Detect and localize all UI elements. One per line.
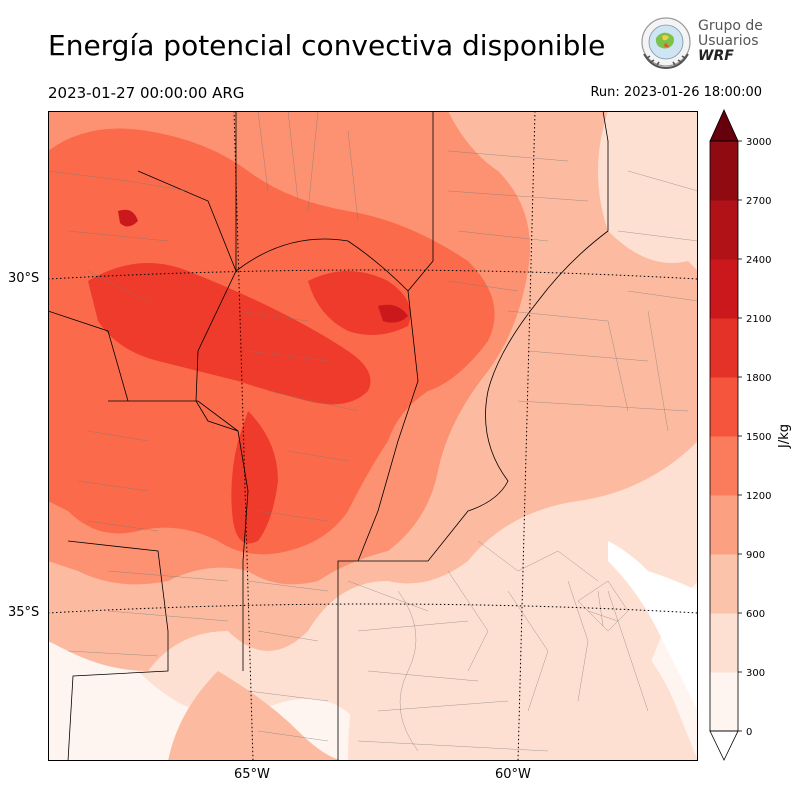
colorbar-tick-label: 1800 <box>746 373 771 384</box>
colorbar-segment <box>710 318 738 378</box>
lon-label-60w: 60°W <box>495 767 531 782</box>
cape-contour-1800-b <box>118 209 138 227</box>
lon-label-65w: 65°W <box>234 767 270 782</box>
rio-de-la-plata <box>608 541 698 711</box>
colorbar-segment <box>710 259 738 319</box>
cape-contour-1500-b <box>231 411 278 544</box>
logo-line-3: WRF <box>698 48 734 64</box>
colorbar-segment <box>710 672 738 732</box>
globe-seal-icon <box>641 17 691 70</box>
cape-contour-1800-a <box>378 304 408 323</box>
cape-contour-300-se <box>348 563 698 761</box>
lat-label-35s: 35°S <box>8 605 40 620</box>
cape-map <box>47 110 699 762</box>
lat-label-30s: 30°S <box>8 271 40 286</box>
wrf-users-logo: Grupo de Usuarios WRF <box>638 16 768 72</box>
map-border <box>48 111 698 761</box>
colorbar-extend-max <box>709 109 739 142</box>
colorbar-tick-label: 600 <box>746 609 765 620</box>
colorbar-tick-label: 900 <box>746 550 765 561</box>
cape-contour-1500-a <box>88 263 371 405</box>
graticule <box>47 110 699 762</box>
colorbar-tick-label: 2700 <box>746 196 771 207</box>
colorbar-tick-label: 2400 <box>746 255 771 266</box>
colorbar-segment <box>710 554 738 614</box>
province-boundaries <box>47 110 609 762</box>
colorbar-segment <box>710 377 738 437</box>
colorbar-canvas: 0 300 600 900 1200 1500 1800 2100 2400 2700 3000 J/… <box>709 109 792 761</box>
department-boundaries <box>47 110 699 752</box>
run-time: Run: 2023-01-26 18:00:00 <box>590 85 762 100</box>
colorbar-segment <box>710 613 738 673</box>
colorbar-extend-min <box>709 730 739 761</box>
colorbar: 0 300 600 900 1200 1500 1800 2100 2400 2700 3000 J/… <box>700 108 800 764</box>
colorbar-segment <box>710 141 738 201</box>
logo-line-2: Usuarios <box>698 33 759 49</box>
colorbar-tick-label: 1500 <box>746 432 771 443</box>
colorbar-segment <box>710 200 738 260</box>
logo-line-1: Grupo de <box>698 18 763 34</box>
colorbar-tick-label: 3000 <box>746 137 771 148</box>
colorbar-tick-label: 1200 <box>746 491 771 502</box>
colorbar-tick-label: 2100 <box>746 314 771 325</box>
cape-contour-600-s <box>168 671 348 761</box>
valid-time: 2023-01-27 00:00:00 ARG <box>48 84 245 102</box>
map-title: Energía potencial convectiva disponible <box>48 29 606 62</box>
colorbar-label: J/kg <box>777 424 792 449</box>
cape-field <box>48 111 698 761</box>
colorbar-segment <box>710 495 738 555</box>
cape-map-canvas <box>47 110 699 762</box>
colorbar-tick-label: 300 <box>746 668 765 679</box>
colorbar-segment <box>710 436 738 496</box>
colorbar-tick-label: 0 <box>746 727 752 738</box>
